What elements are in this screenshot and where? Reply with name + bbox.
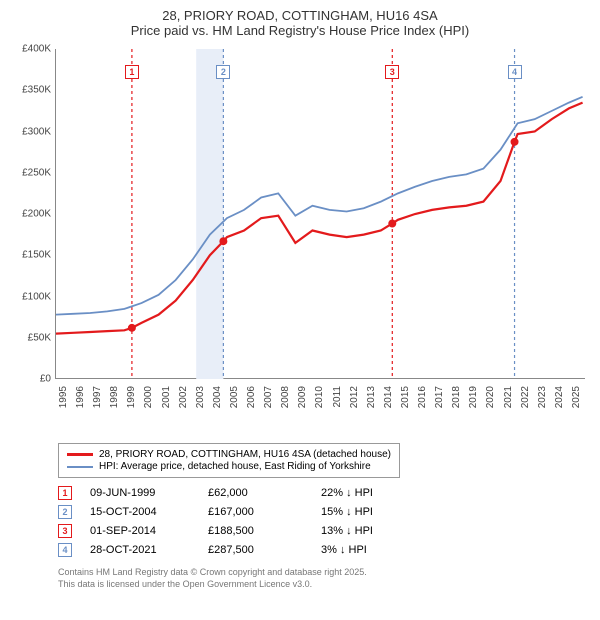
- chart-title-line1: 28, PRIORY ROAD, COTTINGHAM, HU16 4SA: [8, 8, 592, 23]
- y-axis: £0£50K£100K£150K£200K£250K£300K£350K£400…: [13, 44, 55, 379]
- x-tick-label: 2016: [417, 386, 428, 408]
- sale-row: 4 28-OCT-2021 £287,500 3% ↓ HPI: [58, 543, 592, 557]
- chart-title-line2: Price paid vs. HM Land Registry's House …: [8, 23, 592, 38]
- y-tick-label: £200K: [22, 209, 51, 220]
- sale-row: 1 09-JUN-1999 £62,000 22% ↓ HPI: [58, 486, 592, 500]
- footer-attribution: Contains HM Land Registry data © Crown c…: [58, 567, 592, 590]
- y-tick-label: £250K: [22, 167, 51, 178]
- sale-dot: [388, 219, 396, 227]
- sale-price: £287,500: [208, 544, 303, 556]
- x-tick-label: 2023: [537, 386, 548, 408]
- x-tick-label: 2007: [263, 386, 274, 408]
- x-tick-label: 1997: [92, 386, 103, 408]
- x-tick-label: 2015: [400, 386, 411, 408]
- legend-label: 28, PRIORY ROAD, COTTINGHAM, HU16 4SA (d…: [99, 449, 391, 460]
- sale-row-marker: 3: [58, 524, 72, 538]
- sale-pct: 13% ↓ HPI: [321, 525, 411, 537]
- x-tick-label: 2004: [212, 386, 223, 408]
- x-tick-label: 2018: [451, 386, 462, 408]
- sale-row-marker: 2: [58, 505, 72, 519]
- chart-container: 28, PRIORY ROAD, COTTINGHAM, HU16 4SA Pr…: [0, 0, 600, 598]
- y-tick-label: £350K: [22, 85, 51, 96]
- y-tick-label: £400K: [22, 44, 51, 55]
- x-tick-label: 2025: [571, 386, 582, 408]
- x-tick-label: 2011: [332, 386, 343, 408]
- x-tick-label: 2000: [143, 386, 154, 408]
- sale-pct: 3% ↓ HPI: [321, 544, 411, 556]
- x-tick-label: 2005: [229, 386, 240, 408]
- x-tick-label: 2006: [246, 386, 257, 408]
- plot-area: 1 2 3 4: [55, 49, 585, 379]
- sale-row-marker: 1: [58, 486, 72, 500]
- legend-row: HPI: Average price, detached house, East…: [67, 461, 391, 472]
- sale-date: 09-JUN-1999: [90, 487, 190, 499]
- sale-marker-box: 1: [125, 65, 139, 79]
- x-tick-label: 2019: [468, 386, 479, 408]
- y-tick-label: £0: [40, 374, 51, 385]
- sale-dot: [128, 324, 136, 332]
- x-tick-label: 2003: [195, 386, 206, 408]
- x-tick-label: 2009: [297, 386, 308, 408]
- shaded-band: [196, 49, 223, 379]
- series-line-blue: [56, 97, 583, 315]
- sale-price: £167,000: [208, 506, 303, 518]
- x-tick-label: 2002: [178, 386, 189, 408]
- x-tick-label: 2021: [503, 386, 514, 408]
- y-tick-label: £50K: [28, 332, 51, 343]
- sale-date: 01-SEP-2014: [90, 525, 190, 537]
- y-tick-label: £300K: [22, 126, 51, 137]
- legend-swatch: [67, 453, 93, 456]
- sale-date: 28-OCT-2021: [90, 544, 190, 556]
- sale-price: £62,000: [208, 487, 303, 499]
- legend-swatch: [67, 466, 93, 468]
- sale-row: 2 15-OCT-2004 £167,000 15% ↓ HPI: [58, 505, 592, 519]
- sale-marker-box: 2: [216, 65, 230, 79]
- series-line-red: [56, 103, 583, 334]
- sale-pct: 15% ↓ HPI: [321, 506, 411, 518]
- legend-label: HPI: Average price, detached house, East…: [99, 461, 371, 472]
- x-tick-label: 1996: [75, 386, 86, 408]
- y-tick-label: £100K: [22, 291, 51, 302]
- x-tick-label: 2020: [485, 386, 496, 408]
- x-tick-label: 1998: [109, 386, 120, 408]
- x-tick-label: 2022: [520, 386, 531, 408]
- sale-pct: 22% ↓ HPI: [321, 487, 411, 499]
- legend-row: 28, PRIORY ROAD, COTTINGHAM, HU16 4SA (d…: [67, 449, 391, 460]
- x-tick-label: 1999: [126, 386, 137, 408]
- x-axis: 1995 1996 1997 1998 1999 2000 2001 2002 2003 2004…: [55, 384, 585, 439]
- x-tick-label: 2001: [161, 386, 172, 408]
- x-tick-label: 2013: [366, 386, 377, 408]
- sale-row-marker: 4: [58, 543, 72, 557]
- x-tick-label: 2017: [434, 386, 445, 408]
- sales-table: 1 09-JUN-1999 £62,000 22% ↓ HPI 2 15-OCT-2004…: [58, 486, 592, 557]
- sale-marker-box: 4: [508, 65, 522, 79]
- x-tick-label: 2014: [383, 386, 394, 408]
- sale-row: 3 01-SEP-2014 £188,500 13% ↓ HPI: [58, 524, 592, 538]
- sale-dot: [219, 237, 227, 245]
- x-tick-label: 2024: [554, 386, 565, 408]
- legend: 28, PRIORY ROAD, COTTINGHAM, HU16 4SA (d…: [58, 443, 400, 478]
- sale-marker-box: 3: [385, 65, 399, 79]
- footer-line1: Contains HM Land Registry data © Crown c…: [58, 567, 592, 579]
- sale-price: £188,500: [208, 525, 303, 537]
- chart-area: £0 £50K £100K £150K £200K £250K £300K £350K £400…: [13, 44, 588, 439]
- y-tick-label: £150K: [22, 250, 51, 261]
- x-tick-label: 1995: [58, 386, 69, 408]
- footer-line2: This data is licensed under the Open Gov…: [58, 579, 592, 591]
- sale-dot: [511, 138, 519, 146]
- x-tick-label: 2008: [280, 386, 291, 408]
- sale-date: 15-OCT-2004: [90, 506, 190, 518]
- x-tick-label: 2010: [314, 386, 325, 408]
- chart-svg: [56, 49, 586, 379]
- x-tick-label: 2012: [349, 386, 360, 408]
